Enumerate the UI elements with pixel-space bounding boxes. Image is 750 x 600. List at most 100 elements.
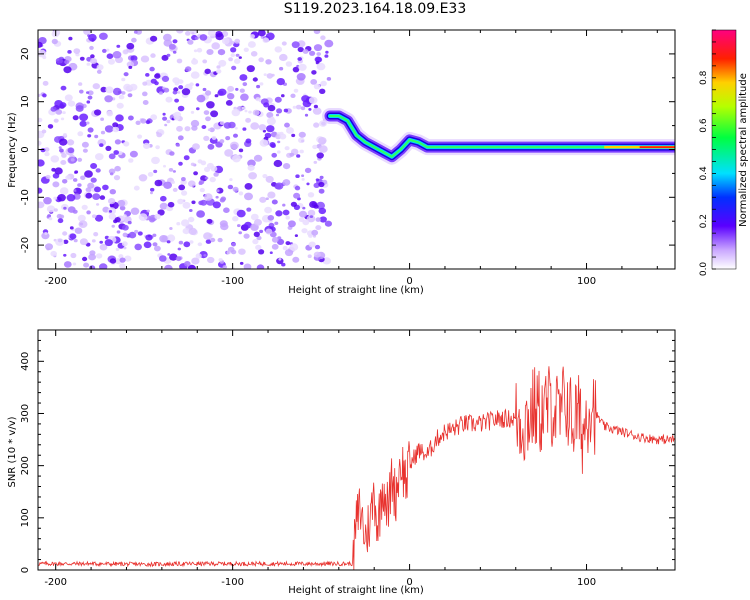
spectrogram-noise-blob (232, 154, 241, 163)
spectrogram-noise-blob (311, 229, 319, 236)
spectrogram-noise-blob (195, 253, 202, 259)
spectrogram-noise-blob (162, 116, 168, 121)
spectrogram-noise-blob (59, 214, 65, 219)
spectrogram-noise-blob (296, 73, 306, 81)
spectrogram-noise-blob (150, 191, 153, 195)
spectrogram-noise-blob (315, 61, 320, 65)
spectrogram-noise-blob (87, 95, 93, 100)
spectrogram-noise-blob (99, 263, 108, 269)
spectrogram-noise-blob (229, 141, 239, 150)
spectrogram-noise-blob (44, 147, 50, 152)
spectrogram-noise-blob (114, 217, 121, 223)
spectrogram-noise-blob (137, 231, 143, 236)
spectrogram-noise-blob (206, 218, 213, 224)
spectrogram-noise-blob (313, 104, 318, 109)
spectrogram-noise-blob (237, 224, 241, 228)
spectrogram-noise-blob (102, 48, 107, 53)
spectrogram-noise-blob (262, 174, 268, 179)
spectrogram-noise-blob (318, 188, 325, 194)
spectrogram-noise-blob (176, 30, 184, 34)
spectrogram-noise-blob (65, 175, 71, 180)
spectrogram-noise-blob (166, 240, 171, 244)
spectrogram-noise-blob (242, 82, 248, 87)
spectrogram-noise-blob (140, 55, 150, 63)
spectrogram-noise-blob (276, 78, 285, 86)
spectrogram-noise-blob (215, 33, 224, 41)
spectrogram-noise-blob (115, 247, 120, 251)
spectrogram-noise-blob (154, 245, 161, 252)
spectrogram-noise-blob (166, 119, 171, 124)
spectrogram-noise-blob (92, 193, 101, 201)
spectrogram-noise-blob (115, 114, 124, 122)
spectrogram-noise-blob (95, 168, 101, 173)
spectrogram-noise-blob (196, 94, 206, 103)
spectrogram-noise-blob (299, 149, 304, 154)
spectrogram-noise-blob (99, 243, 108, 251)
spectrogram-noise-blob (227, 184, 234, 190)
spectrogram-noise-blob (242, 127, 247, 131)
spectrogram-noise-blob (152, 233, 157, 237)
spectrogram-noise-blob (273, 159, 283, 168)
spectrogram-noise-blob (118, 90, 122, 94)
spectrogram-noise-blob (195, 83, 200, 87)
y-tick-label: 200 (20, 456, 31, 475)
spectrogram-noise-blob (82, 148, 88, 153)
spectrogram-noise-blob (290, 93, 296, 99)
spectrogram-noise-blob (74, 227, 83, 234)
spectrogram-noise-blob (54, 100, 63, 108)
spectrogram-noise-blob (284, 146, 290, 151)
spectrogram-noise-blob (236, 209, 246, 218)
spectrogram-noise-blob (234, 38, 241, 44)
spectrogram-noise-blob (291, 41, 300, 49)
spectrogram-noise-blob (68, 36, 73, 41)
colorbar-tick-label: 0.0 (699, 262, 709, 277)
spectrogram-noise-blob (222, 37, 230, 45)
spectrogram-noise-blob (193, 49, 198, 53)
spectrogram-noise-blob (277, 150, 281, 154)
spectrogram-noise-blob (150, 187, 155, 192)
spectrogram-noise-blob (219, 139, 225, 144)
spectrogram-noise-blob (140, 118, 147, 124)
spectrogram-noise-blob (87, 127, 94, 133)
spectrogram-noise-blob (239, 88, 245, 93)
spectrogram-noise-blob (318, 137, 327, 145)
spectrogram-noise-blob (66, 139, 75, 146)
spectrogram-noise-blob (178, 240, 184, 245)
spectrogram-noise-blob (257, 30, 266, 37)
spectrogram-noise-blob (281, 262, 286, 267)
spectrogram-noise-blob (203, 254, 207, 257)
spectrogram-noise-blob (270, 143, 276, 148)
spectrogram-noise-blob (177, 198, 184, 205)
spectrogram-noise-blob (298, 217, 305, 223)
spectrogram-noise-blob (72, 262, 77, 266)
spectrogram-noise-blob (248, 172, 257, 180)
spectrogram-noise-blob (150, 78, 157, 84)
spectrogram-noise-blob (80, 175, 86, 181)
spectrogram-noise-blob (38, 140, 42, 146)
spectrogram-noise-blob (112, 122, 119, 128)
spectrogram-noise-blob (126, 42, 135, 50)
spectrogram-noise-blob (295, 104, 302, 110)
spectrogram-noise-blob (271, 152, 278, 158)
spectrogram-noise-blob (167, 201, 175, 208)
spectrogram-noise-blob (205, 116, 211, 122)
spectrogram-noise-blob (276, 257, 284, 265)
spectrogram-noise-blob (155, 145, 160, 150)
spectrogram-noise-blob (143, 241, 152, 249)
spectrogram-noise-blob (283, 108, 289, 113)
spectrogram-noise-blob (42, 93, 47, 98)
x-tick-label: -100 (221, 577, 244, 588)
spectrogram-noise-blob (198, 200, 204, 206)
spectrogram-noise-blob (307, 209, 316, 217)
spectrogram-noise-blob (95, 153, 104, 161)
spectrogram-noise-blob (154, 213, 161, 220)
spectrogram-noise-blob (146, 209, 150, 213)
spectrogram-noise-blob (77, 157, 83, 162)
spectrogram-noise-blob (172, 90, 178, 95)
spectrogram-noise-blob (182, 201, 191, 209)
spectrogram-noise-blob (219, 197, 226, 203)
spectrogram-noise-blob (200, 175, 208, 182)
spectrogram-noise-blob (318, 181, 325, 188)
spectrogram-noise-blob (85, 121, 90, 125)
spectrogram-noise-blob (250, 213, 259, 221)
